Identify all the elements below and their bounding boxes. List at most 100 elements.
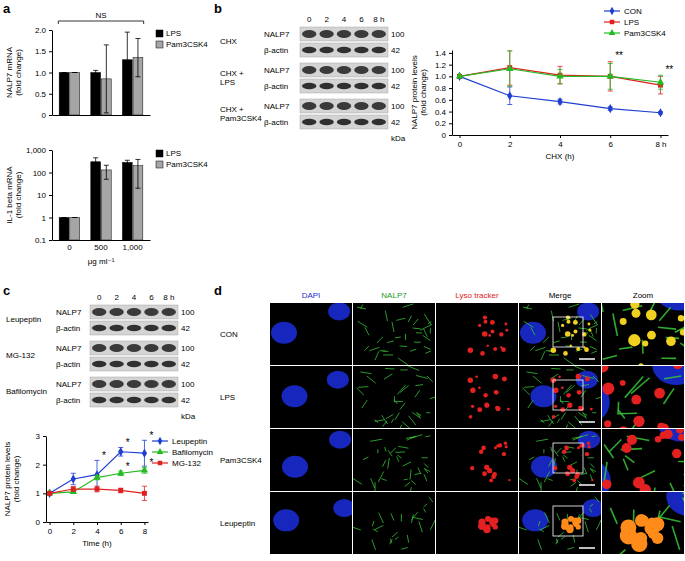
micrograph	[519, 303, 601, 365]
tick-label: 4	[558, 140, 563, 149]
tick-mark	[43, 465, 46, 466]
band	[354, 102, 368, 110]
nalp7-signal	[408, 316, 411, 322]
nalp7-signal	[375, 525, 384, 529]
blot-strip	[90, 305, 178, 319]
kda-label: 100	[181, 344, 195, 353]
nalp7-signal	[388, 458, 390, 469]
lysosome	[603, 383, 615, 395]
tick-mark	[49, 173, 52, 174]
tick: 1,000	[123, 240, 144, 252]
nalp7-signal	[419, 521, 422, 532]
tick-label: 2	[72, 527, 77, 536]
band	[162, 380, 176, 388]
nalp7-signal	[405, 482, 411, 486]
kda-label: 42	[391, 46, 400, 55]
blot-strip	[300, 99, 388, 113]
band	[127, 397, 141, 404]
lysosome	[577, 446, 580, 449]
nalp7-signal	[564, 358, 574, 365]
legend-label: Pam3CSK4	[166, 160, 208, 169]
lane-label: 4	[342, 15, 347, 24]
nalp7-signal	[653, 488, 655, 491]
marker	[142, 491, 147, 496]
axis-title: (fold change)	[14, 171, 23, 218]
lysosome	[484, 465, 489, 470]
nalp7-signal	[631, 378, 650, 394]
lysosome	[672, 366, 683, 369]
micrograph	[353, 492, 435, 554]
nalp7-signal	[392, 322, 394, 332]
nalp7-signal	[572, 437, 581, 439]
tick-mark	[449, 76, 452, 77]
nalp7-signal	[575, 416, 582, 425]
tick-label: 2	[36, 461, 41, 470]
nalp7-signal	[584, 467, 587, 474]
lysosome	[500, 346, 502, 348]
legend-label: Pam3CSK4	[624, 29, 666, 38]
band-label: NALP7	[264, 102, 290, 111]
band-label: NALP7	[56, 308, 82, 317]
nalp7-signal	[618, 413, 637, 415]
bar	[91, 73, 101, 116]
error-bar	[62, 72, 67, 73]
lysosome	[554, 389, 558, 393]
kda-label: 100	[181, 308, 195, 317]
marker	[118, 488, 123, 493]
axis: 02468	[47, 522, 149, 536]
band	[162, 344, 176, 352]
micrograph	[602, 429, 684, 491]
band	[92, 325, 106, 332]
nalp7-signal	[430, 328, 431, 334]
nalp7-signal	[530, 346, 534, 351]
band	[337, 66, 351, 74]
nalp7-signal	[538, 521, 540, 526]
nalp7-signal	[365, 327, 369, 335]
tick: 1.5	[35, 47, 52, 56]
tick-label: 0.6	[435, 96, 447, 105]
nalp7-signal	[541, 351, 545, 360]
nalp7-signal	[661, 357, 676, 359]
lysosome	[494, 446, 497, 449]
lysosome	[492, 472, 497, 477]
tick: 500	[94, 240, 108, 252]
band	[92, 397, 106, 404]
micrograph	[436, 429, 518, 491]
band-label: NALP7	[56, 380, 82, 389]
axis-line	[52, 31, 53, 116]
nalp7-signal	[392, 532, 398, 537]
tick-label: 1.0	[35, 69, 47, 78]
tick: 0.4	[435, 108, 452, 117]
tick: 100	[33, 169, 52, 178]
nalp7-signal	[590, 346, 597, 349]
error-bar	[142, 486, 147, 500]
nalp7-signal	[561, 537, 565, 539]
error-bar	[62, 217, 67, 218]
tick: 3	[36, 432, 46, 441]
bar	[122, 162, 132, 240]
micrograph	[602, 366, 684, 428]
tick-label: 10	[37, 191, 46, 200]
tick: 2.0	[35, 26, 52, 35]
zoom-box	[553, 380, 583, 410]
band	[127, 308, 141, 316]
tick: 0.6	[435, 96, 452, 105]
micrograph-background	[270, 366, 352, 428]
tick-mark	[449, 88, 452, 89]
lysosome	[480, 351, 485, 356]
tick-label: 1,000	[123, 243, 144, 252]
lysosome	[475, 375, 478, 378]
kda-label: 100	[391, 30, 405, 39]
tick: 2	[72, 522, 77, 536]
lysosome	[499, 332, 503, 336]
lysosome	[573, 330, 577, 334]
tick-mark	[49, 94, 52, 95]
error-bar	[125, 160, 130, 165]
row-label: Leupeptin	[220, 519, 255, 528]
band	[319, 30, 333, 38]
axis-line	[53, 240, 151, 241]
tick-label: 2.0	[35, 26, 47, 35]
lysosome	[491, 519, 495, 523]
nucleus	[328, 303, 350, 320]
marker	[71, 487, 76, 492]
